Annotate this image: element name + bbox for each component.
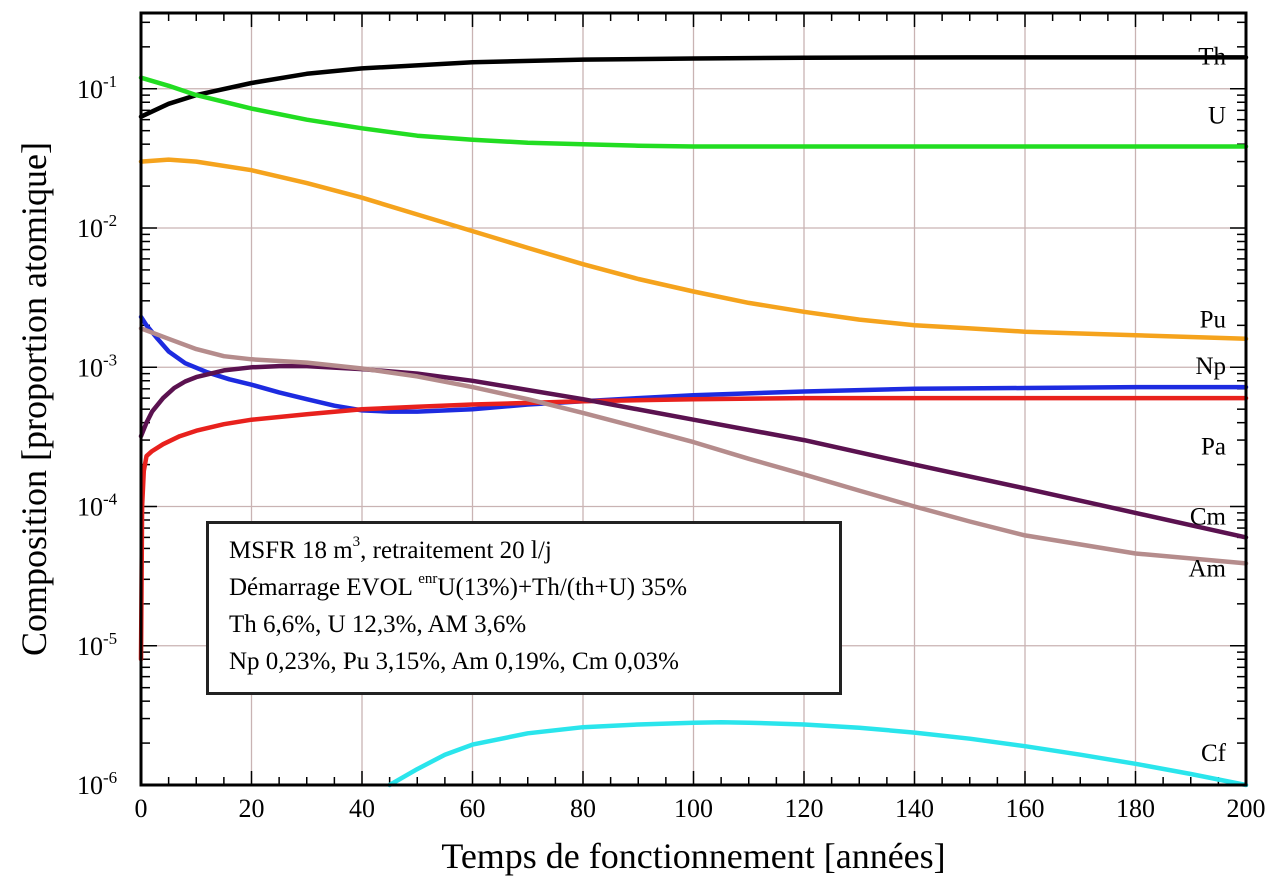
x-tick-label: 180 [1116, 794, 1155, 823]
info-line-2-sup: enr [418, 571, 438, 587]
x-axis-title: Temps de fonctionnement [années] [441, 836, 945, 876]
y-tick-label: 10-3 [77, 350, 117, 382]
series-line-am [138, 326, 1249, 566]
x-tick-labels: 0 20 40 60 80 100 120 140 160 180 200 [135, 794, 1266, 823]
series-label-np: Np [1195, 353, 1226, 380]
y-tick-labels: 10-1 10-2 10-3 10-4 10-5 10-6 [77, 72, 118, 800]
x-tick-label: 160 [1006, 794, 1045, 823]
y-tick-label: 10-2 [77, 211, 117, 243]
x-tick-label: 0 [135, 794, 148, 823]
plot-frame [139, 11, 1248, 787]
series-label-u: U [1208, 103, 1226, 130]
series-label-cf: Cf [1201, 740, 1227, 767]
series-line-pa [138, 395, 1249, 662]
info-box: MSFR 18 m3, retraitement 20 l/j Démarrag… [206, 521, 842, 695]
info-line-1-rest: , retraitement 20 l/j [360, 537, 552, 564]
series-label-pa: Pa [1201, 433, 1226, 460]
info-line-3: Th 6,6%, U 12,3%, AM 3,6% [229, 611, 527, 638]
y-tick-label: 10-4 [77, 490, 118, 522]
info-line-1-text: MSFR 18 m [229, 537, 353, 564]
series-label-cm: Cm [1190, 503, 1227, 530]
series-line-pu [138, 157, 1249, 342]
x-tick-label: 120 [785, 794, 824, 823]
x-tick-label: 40 [349, 794, 375, 823]
series-line-th [138, 55, 1249, 119]
series-label-pu: Pu [1200, 307, 1227, 334]
y-tick-label: 10-5 [77, 629, 117, 661]
info-line-2-rest: U(13%)+Th/(th+U) 35% [437, 574, 688, 601]
y-tick-label: 10-1 [77, 72, 117, 104]
info-line-1: MSFR 18 m3, retraitement 20 l/j [229, 532, 839, 569]
series-label-am: Am [1189, 555, 1227, 582]
y-axis-title: Composition [proportion atomique] [14, 142, 54, 656]
info-line-2: Démarrage EVOL enrU(13%)+Th/(th+U) 35% [229, 569, 839, 606]
series-label-th: Th [1198, 44, 1226, 71]
x-tick-label: 100 [674, 794, 713, 823]
series-line-np [138, 314, 1249, 414]
series-lines [138, 55, 1249, 788]
series-line-cf [387, 720, 1249, 788]
info-line-2-text: Démarrage EVOL [229, 574, 419, 601]
series-labels: Th U Pu Np Pa Cm Am Cf [1189, 44, 1227, 767]
info-line-4: Np 0,23%, Pu 3,15%, Am 0,19%, Cm 0,03% [229, 648, 679, 675]
x-tick-label: 80 [570, 794, 596, 823]
series-line-u [138, 75, 1249, 149]
x-tick-label: 20 [239, 794, 265, 823]
info-line-1-sup: 3 [352, 534, 361, 550]
y-tick-label: 10-6 [77, 768, 117, 800]
x-tick-label: 140 [895, 794, 934, 823]
x-tick-label: 60 [460, 794, 486, 823]
x-tick-label: 200 [1227, 794, 1266, 823]
series-line-cm [138, 363, 1249, 540]
